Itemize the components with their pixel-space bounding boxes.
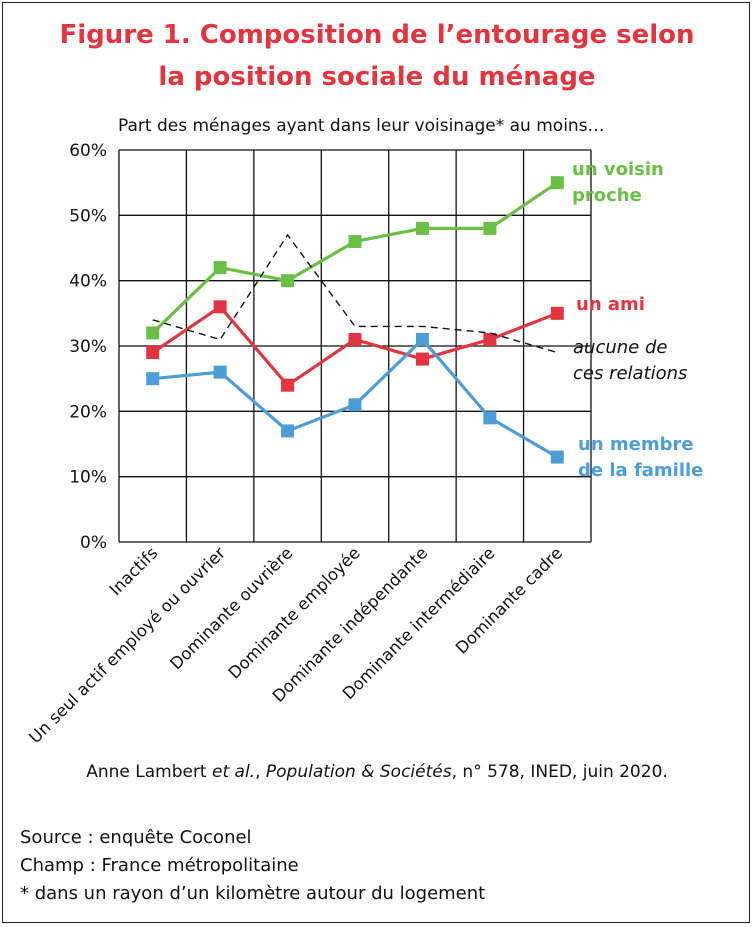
- figure-title: Figure 1. Composition de l’entourage sel…: [0, 14, 754, 98]
- chart-subtitle: Part des ménages ayant dans leur voisina…: [118, 116, 605, 136]
- series-1-point: [415, 352, 429, 366]
- series-label: un ami: [576, 294, 645, 315]
- series-1-point: [550, 306, 564, 320]
- y-tick-label: 10%: [69, 468, 107, 488]
- series-1-point: [213, 300, 227, 314]
- series-1-point: [483, 332, 497, 346]
- series-0-point: [213, 261, 227, 275]
- series-0-point: [415, 221, 429, 235]
- x-tick-label: Dominante ouvrière: [166, 543, 296, 673]
- credit-rest: , n° 578, INED, juin 2020.: [451, 762, 668, 782]
- series-line-3: [152, 337, 559, 459]
- note-champ: Champ : France métropolitaine: [20, 855, 299, 876]
- y-tick-label: 40%: [69, 272, 107, 292]
- series-0-point: [348, 234, 362, 248]
- series-3-point: [415, 332, 429, 346]
- series-1-point: [348, 332, 362, 346]
- series-3-point: [146, 372, 160, 386]
- series-0-point: [483, 221, 497, 235]
- series-0-point: [146, 326, 160, 340]
- series-1-point: [146, 346, 160, 360]
- note-footnote: * dans un rayon d’un kilomètre autour du…: [20, 883, 486, 904]
- title-line-2: la position sociale du ménage: [158, 62, 596, 92]
- series-label: de la famille: [578, 460, 703, 481]
- y-tick-label: 50%: [69, 206, 107, 226]
- x-tick-label: Inactifs: [106, 543, 162, 599]
- y-tick-label: 30%: [69, 337, 107, 357]
- y-tick-label: 20%: [69, 402, 107, 422]
- series-3-point: [213, 365, 227, 379]
- credit-line: Anne Lambert et al., Population & Sociét…: [0, 762, 754, 782]
- credit-etal: et al.: [212, 762, 256, 782]
- credit-author: Anne Lambert: [86, 762, 213, 782]
- notes-block: Source : enquête Coconel Champ : France …: [20, 824, 485, 908]
- series-3-point: [281, 424, 295, 438]
- title-line-1: Figure 1. Composition de l’entourage sel…: [59, 20, 695, 50]
- credit-journal: Population & Sociétés: [265, 762, 452, 782]
- series-label: aucune de: [573, 337, 667, 358]
- series-1-point: [281, 378, 295, 392]
- credit-sep: ,: [255, 762, 266, 782]
- series-0-point: [550, 176, 564, 190]
- series-label: un voisin: [572, 159, 664, 180]
- series-label: proche: [572, 185, 642, 206]
- series-0-point: [281, 274, 295, 288]
- series-label: un membre: [578, 434, 694, 455]
- y-tick-label: 60%: [69, 141, 107, 161]
- series-3-point: [550, 450, 564, 464]
- series-label: ces relations: [573, 363, 687, 384]
- y-tick-label: 0%: [80, 533, 107, 553]
- x-tick-label: Dominante employée: [225, 543, 364, 682]
- series-3-point: [483, 411, 497, 425]
- series-3-point: [348, 398, 362, 412]
- note-source: Source : enquête Coconel: [20, 827, 252, 848]
